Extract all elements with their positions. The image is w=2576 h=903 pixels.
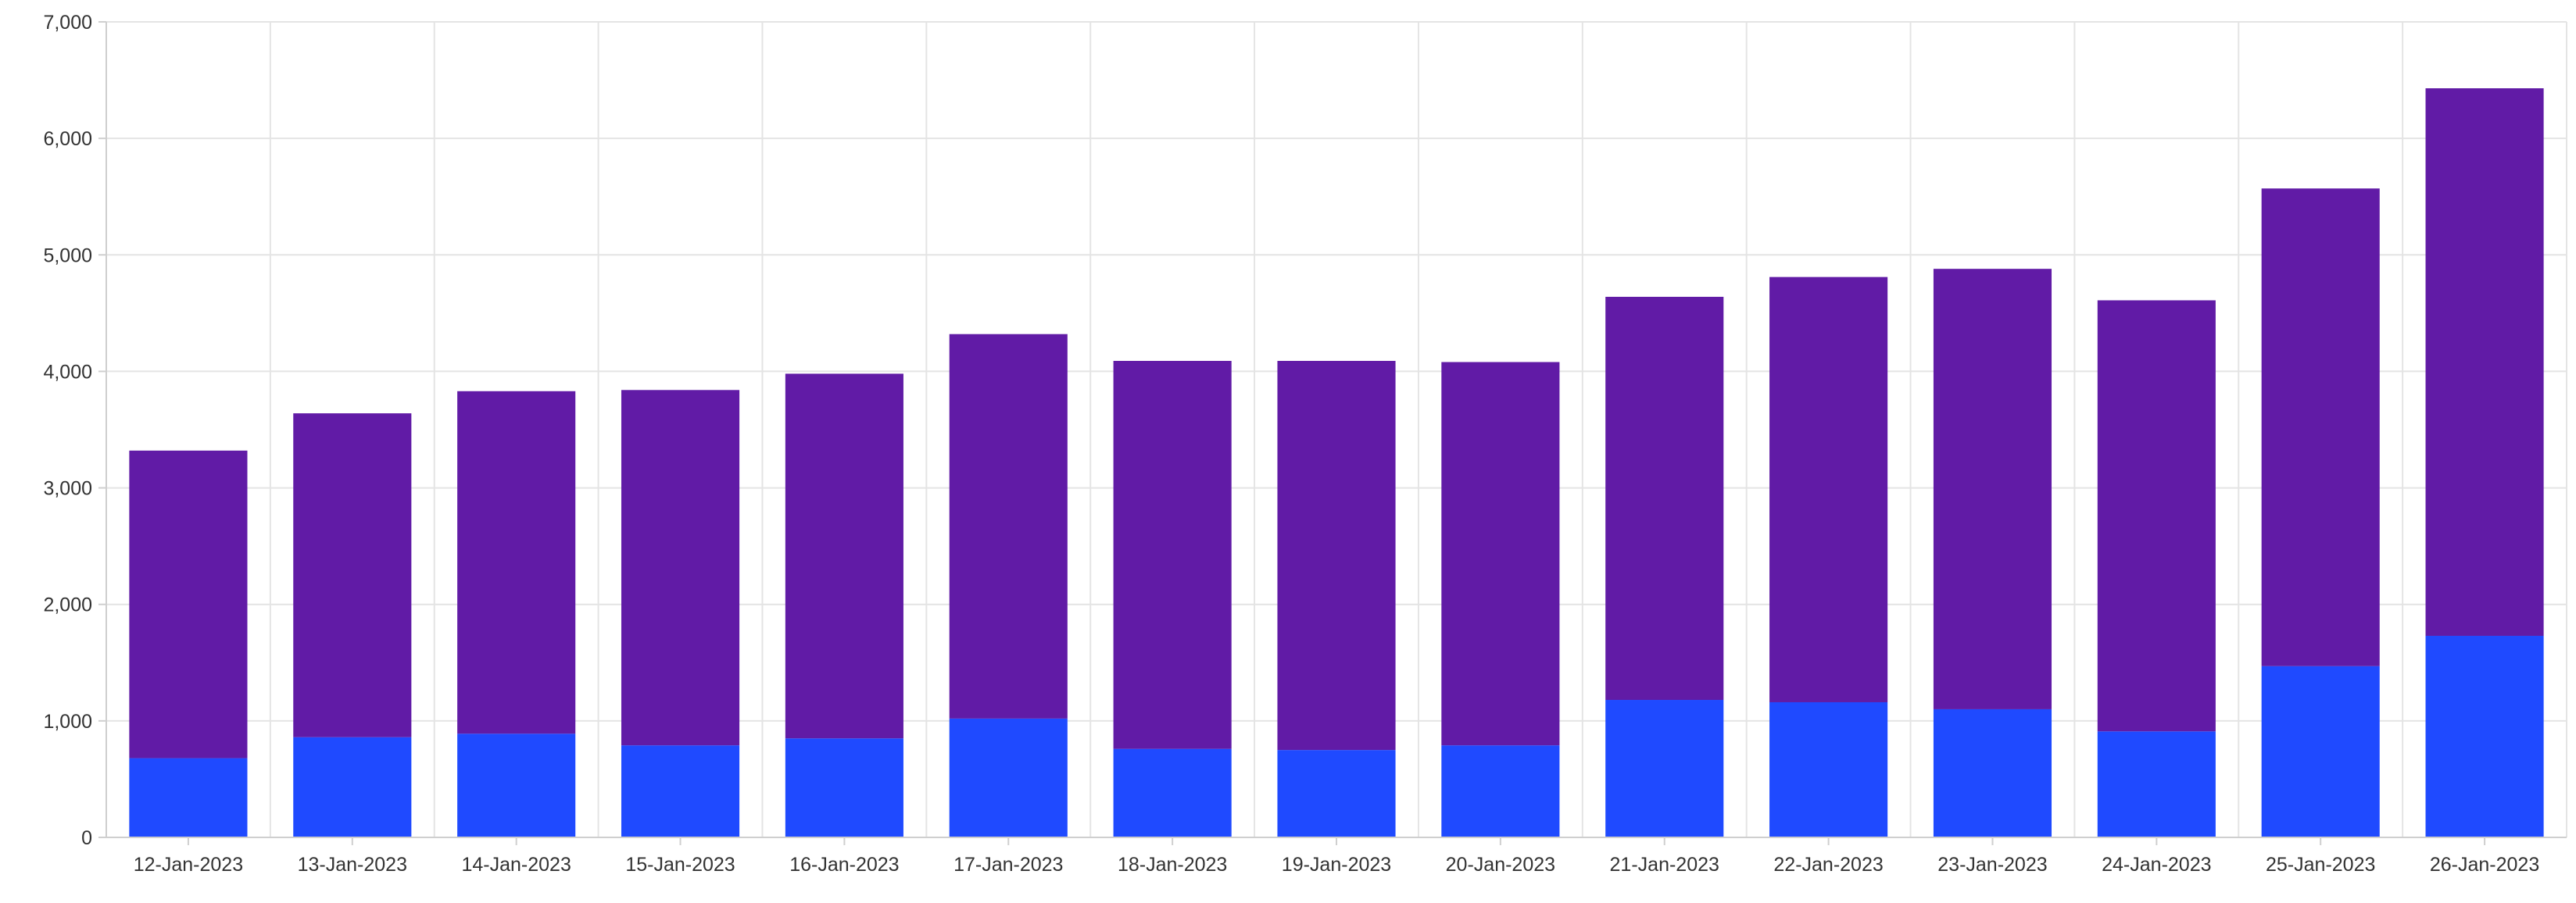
bar-segment-series-2 bbox=[1441, 362, 1560, 746]
bar-segment-series-1 bbox=[2425, 635, 2544, 837]
y-tick-label: 6,000 bbox=[43, 128, 92, 150]
bar-segment-series-2 bbox=[2097, 300, 2216, 732]
x-tick-label: 15-Jan-2023 bbox=[625, 854, 735, 876]
x-tick-label: 25-Jan-2023 bbox=[2266, 854, 2375, 876]
x-tick-label: 26-Jan-2023 bbox=[2430, 854, 2539, 876]
bar-segment-series-1 bbox=[457, 733, 576, 837]
axis-layer bbox=[98, 21, 2567, 845]
x-tick-label: 22-Jan-2023 bbox=[1773, 854, 1883, 876]
bar-segment-series-2 bbox=[949, 334, 1068, 719]
bar-segment-series-1 bbox=[2261, 666, 2380, 837]
y-tick-label: 4,000 bbox=[43, 361, 92, 383]
bar-segment-series-1 bbox=[1113, 748, 1232, 837]
bar-segment-series-1 bbox=[621, 745, 740, 837]
x-tick-label: 19-Jan-2023 bbox=[1282, 854, 1391, 876]
bar-segment-series-2 bbox=[129, 450, 248, 758]
x-tick-label: 17-Jan-2023 bbox=[953, 854, 1063, 876]
y-tick-label: 5,000 bbox=[43, 244, 92, 266]
x-tick-label: 23-Jan-2023 bbox=[1937, 854, 2047, 876]
x-tick-label: 24-Jan-2023 bbox=[2102, 854, 2211, 876]
bar-segment-series-2 bbox=[1605, 296, 1724, 701]
bar-segment-series-1 bbox=[129, 758, 248, 837]
bar-segment-series-2 bbox=[2261, 188, 2380, 666]
x-tick-label: 21-Jan-2023 bbox=[1610, 854, 1719, 876]
x-tick-label: 13-Jan-2023 bbox=[298, 854, 407, 876]
y-tick-label: 1,000 bbox=[43, 711, 92, 733]
bar-segment-series-2 bbox=[785, 373, 903, 739]
x-tick-label: 16-Jan-2023 bbox=[789, 854, 899, 876]
x-tick-label: 12-Jan-2023 bbox=[134, 854, 243, 876]
bar-segment-series-1 bbox=[785, 738, 903, 837]
bar-segment-series-1 bbox=[1769, 701, 1888, 837]
bar-segment-series-1 bbox=[1277, 750, 1396, 837]
y-tick-label: 3,000 bbox=[43, 478, 92, 500]
y-tick-label: 0 bbox=[81, 827, 92, 849]
x-axis-tick-labels: 12-Jan-2023 13-Jan-2023 14-Jan-2023 15-Jan-… bbox=[134, 854, 2540, 876]
x-tick-label: 14-Jan-2023 bbox=[461, 854, 571, 876]
bar-segment-series-1 bbox=[293, 737, 412, 837]
x-tick-label: 18-Jan-2023 bbox=[1118, 854, 1227, 876]
x-tick-label: 20-Jan-2023 bbox=[1446, 854, 1555, 876]
bar-segment-series-2 bbox=[2425, 88, 2544, 636]
grid-layer bbox=[106, 21, 2567, 837]
bar-segment-series-2 bbox=[457, 391, 576, 734]
bar-segment-series-2 bbox=[293, 413, 412, 737]
bar-segment-series-1 bbox=[2097, 731, 2216, 837]
bar-segment-series-2 bbox=[621, 390, 740, 746]
bar-segment-series-2 bbox=[1769, 277, 1888, 702]
bar-segment-series-1 bbox=[1441, 745, 1560, 837]
y-tick-label: 2,000 bbox=[43, 594, 92, 616]
y-axis-tick-labels: 0 1,000 2,000 3,000 4,000 5,000 6,000 7,000 bbox=[43, 12, 92, 849]
bar-segment-series-2 bbox=[1277, 361, 1396, 751]
bar-segment-series-2 bbox=[1933, 269, 2052, 709]
bar-segment-series-1 bbox=[949, 718, 1068, 837]
bar-segment-series-1 bbox=[1605, 700, 1724, 837]
bar-segment-series-2 bbox=[1113, 361, 1232, 749]
y-tick-label: 7,000 bbox=[43, 12, 92, 34]
bars-layer bbox=[129, 88, 2544, 837]
bar-segment-series-1 bbox=[1933, 708, 2052, 837]
